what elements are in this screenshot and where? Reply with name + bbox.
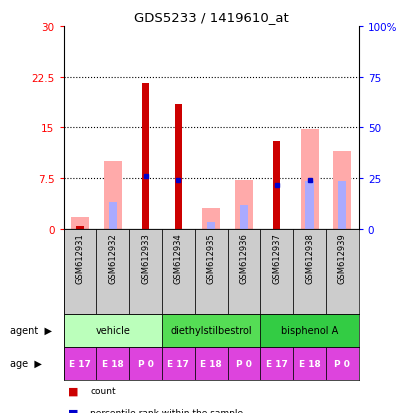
Bar: [333, 152, 351, 229]
Bar: [260, 229, 292, 314]
Bar: [292, 347, 325, 380]
Bar: [234, 180, 252, 229]
Bar: [63, 229, 96, 314]
Text: GSM612935: GSM612935: [206, 233, 215, 283]
Bar: [227, 347, 260, 380]
Bar: [96, 347, 129, 380]
Bar: [71, 217, 89, 229]
Bar: [202, 209, 220, 229]
Text: P 0: P 0: [137, 359, 153, 368]
Bar: [63, 314, 162, 347]
Text: GSM612932: GSM612932: [108, 233, 117, 283]
Bar: [194, 347, 227, 380]
Bar: [194, 229, 227, 314]
Text: E 18: E 18: [200, 359, 222, 368]
Text: count: count: [90, 386, 116, 395]
Title: GDS5233 / 1419610_at: GDS5233 / 1419610_at: [133, 11, 288, 24]
Text: E 17: E 17: [69, 359, 91, 368]
Text: ■: ■: [67, 408, 78, 413]
Bar: [142, 84, 149, 229]
Text: percentile rank within the sample: percentile rank within the sample: [90, 408, 243, 413]
Bar: [129, 229, 162, 314]
Bar: [162, 347, 194, 380]
Text: vehicle: vehicle: [95, 325, 130, 335]
Text: E 17: E 17: [167, 359, 189, 368]
Text: age  ▶: age ▶: [10, 358, 42, 368]
Bar: [260, 347, 292, 380]
Text: GSM612939: GSM612939: [337, 233, 346, 283]
Bar: [227, 229, 260, 314]
Text: GSM612931: GSM612931: [75, 233, 84, 283]
Text: E 18: E 18: [298, 359, 320, 368]
Text: GSM612938: GSM612938: [304, 233, 313, 283]
Text: P 0: P 0: [334, 359, 349, 368]
Bar: [162, 229, 194, 314]
Bar: [337, 182, 346, 229]
Text: GSM612936: GSM612936: [239, 233, 248, 283]
Bar: [300, 129, 318, 229]
Text: E 18: E 18: [101, 359, 124, 368]
Bar: [162, 314, 260, 347]
Bar: [76, 226, 83, 229]
Text: P 0: P 0: [236, 359, 251, 368]
Text: agent  ▶: agent ▶: [10, 325, 52, 335]
Text: bisphenol A: bisphenol A: [280, 325, 337, 335]
Text: E 17: E 17: [265, 359, 287, 368]
Bar: [96, 229, 129, 314]
Text: GSM612933: GSM612933: [141, 233, 150, 283]
Bar: [108, 202, 117, 229]
Bar: [63, 347, 96, 380]
Bar: [292, 229, 325, 314]
Bar: [325, 229, 358, 314]
Text: GSM612937: GSM612937: [272, 233, 281, 283]
Bar: [305, 182, 313, 229]
Bar: [129, 347, 162, 380]
Bar: [103, 162, 121, 229]
Text: GSM612934: GSM612934: [173, 233, 182, 283]
Bar: [272, 142, 280, 229]
Bar: [260, 314, 358, 347]
Bar: [174, 104, 182, 229]
Bar: [207, 223, 215, 229]
Bar: [239, 206, 247, 229]
Text: diethylstilbestrol: diethylstilbestrol: [170, 325, 252, 335]
Bar: [325, 347, 358, 380]
Text: ■: ■: [67, 385, 78, 395]
